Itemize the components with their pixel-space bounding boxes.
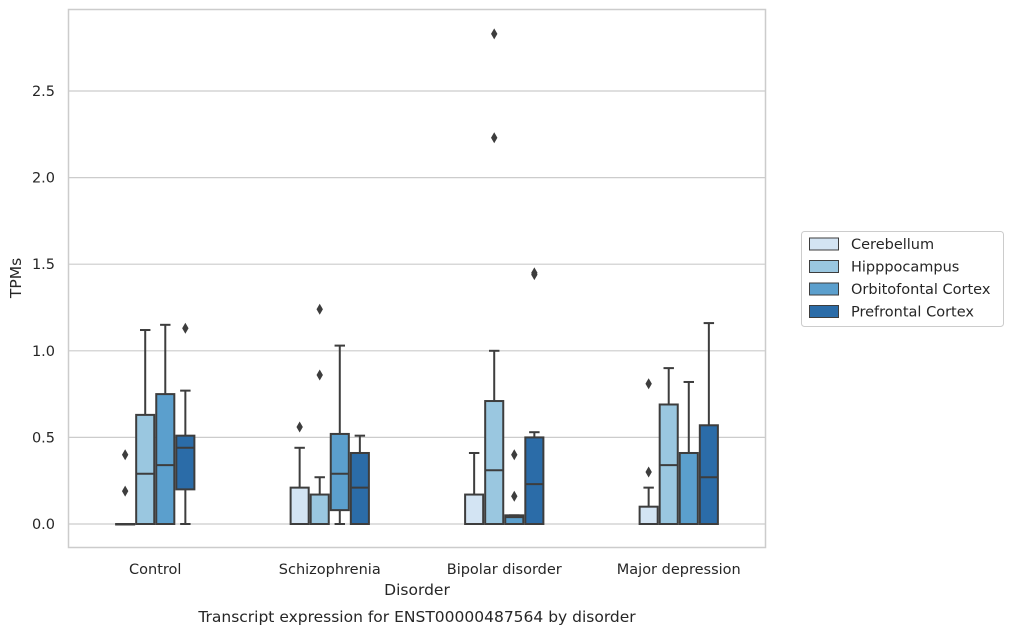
box-iqr <box>309 493 330 525</box>
y-tick-label: 2.0 <box>32 171 55 187</box>
plot-frame <box>67 8 767 549</box>
x-tick-label: Control <box>129 562 181 578</box>
box-iqr <box>504 514 525 526</box>
y-tick-labels: 0.0 0.5 1.0 1.5 2.0 2.5 <box>32 84 55 533</box>
x-tick-label: Schizophrenia <box>279 562 381 578</box>
box-iqr <box>135 413 156 525</box>
outlier-point <box>182 322 189 334</box>
box-2-2 <box>504 449 525 526</box>
x-axis-label: Disorder <box>384 581 450 599</box>
box-1-2 <box>484 28 505 526</box>
box-2-3 <box>678 380 699 526</box>
y-tick-label: 0.0 <box>32 517 55 533</box>
outlier-point <box>531 267 538 279</box>
outlier-point <box>511 449 518 461</box>
box-iqr <box>175 434 196 491</box>
legend-swatch <box>809 260 839 273</box>
legend-label: Hipppocampus <box>851 260 959 276</box>
box-iqr <box>155 393 176 525</box>
box-iqr <box>464 493 485 525</box>
legend-label: Orbitofontal Cortex <box>851 282 991 298</box>
outlier-point <box>296 421 303 433</box>
legend-swatch <box>809 305 839 318</box>
y-tick-label: 1.0 <box>32 344 55 360</box>
box-iqr <box>329 432 350 512</box>
box-3-3 <box>698 322 719 525</box>
box-1-1 <box>309 303 330 525</box>
legend-label: Prefrontal Cortex <box>851 305 974 321</box>
x-tick-label: Major depression <box>617 562 741 578</box>
box-iqr <box>698 424 719 525</box>
legend-swatch <box>809 282 839 296</box>
outlier-point <box>491 132 498 144</box>
legend-swatch <box>809 237 839 251</box>
box-0-2 <box>464 451 485 525</box>
box-groups <box>115 28 719 526</box>
box-1-0 <box>135 329 156 525</box>
box-iqr <box>678 451 699 526</box>
outlier-point <box>645 378 652 390</box>
outlier-point <box>316 303 323 315</box>
box-iqr <box>638 505 659 525</box>
outlier-point <box>511 490 518 502</box>
outlier-point <box>645 466 652 478</box>
y-tick-label: 2.5 <box>32 84 55 100</box>
box-3-1 <box>349 434 370 526</box>
x-tick-labels: Control Schizophrenia Bipolar disorder Majo… <box>129 562 741 578</box>
legend-label: Cerebellum <box>851 237 934 253</box>
box-iqr <box>524 436 545 525</box>
box-0-3 <box>638 378 659 525</box>
legend-frame <box>801 231 1004 327</box>
box-1-3 <box>658 367 679 526</box>
box-2-1 <box>329 344 350 525</box>
box-3-0 <box>175 322 196 525</box>
y-tick-label: 0.5 <box>32 430 55 446</box>
outlier-point <box>121 485 129 497</box>
y-axis-label: TPMs <box>7 258 25 299</box>
outlier-point <box>316 369 323 381</box>
figure-caption: Transcript expression for ENST0000048756… <box>197 608 636 626</box>
box-3-2 <box>524 267 545 525</box>
legend: Cerebellum Hipppocampus Orbitofontal Corte… <box>801 231 1004 327</box>
outlier-point <box>491 28 498 40</box>
outlier-point <box>121 449 129 461</box>
box-iqr <box>289 486 310 525</box>
box-2-0 <box>155 323 176 525</box>
y-tick-label: 1.5 <box>32 257 55 273</box>
box-0-0 <box>115 449 136 526</box>
box-iqr <box>484 400 505 526</box>
x-tick-label: Bipolar disorder <box>447 562 562 578</box>
box-0-1 <box>289 421 310 525</box>
